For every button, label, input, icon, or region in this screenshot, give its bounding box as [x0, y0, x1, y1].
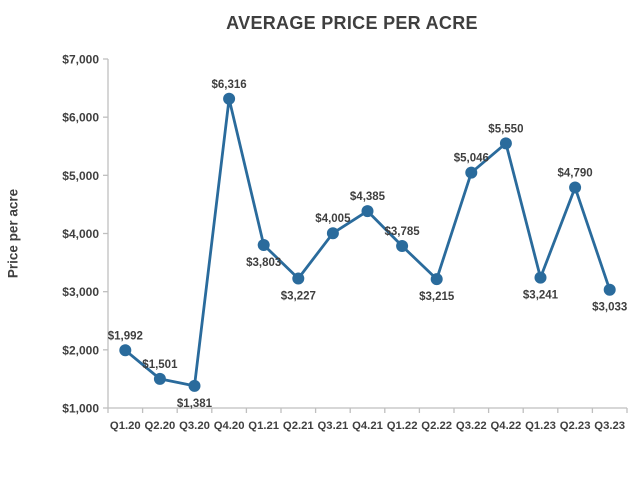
- data-point-marker: [430, 273, 443, 286]
- x-tick-label: Q2.23: [560, 420, 591, 432]
- data-point-label: $6,316: [212, 79, 247, 91]
- data-point-marker: [499, 137, 512, 150]
- data-point-label: $4,790: [558, 168, 593, 180]
- data-point-label: $3,785: [385, 226, 421, 238]
- data-point-marker: [603, 283, 616, 296]
- x-tick-label: Q4.20: [214, 420, 245, 432]
- data-point-marker: [257, 238, 270, 251]
- x-tick-label: Q2.22: [421, 420, 452, 432]
- data-point-label: $5,046: [454, 153, 489, 165]
- data-point-label: $3,241: [523, 290, 559, 302]
- x-tick-label: Q1.21: [248, 420, 279, 432]
- data-point-marker: [569, 181, 582, 194]
- y-tick-label: $2,000: [62, 343, 99, 357]
- data-point-marker: [119, 344, 132, 357]
- y-tick-label: $4,000: [62, 227, 99, 241]
- x-tick-label: Q1.23: [525, 420, 556, 432]
- data-point-label: $3,215: [419, 291, 455, 303]
- data-point-marker: [188, 379, 201, 392]
- x-tick-label: Q3.20: [179, 420, 210, 432]
- x-tick-label: Q3.21: [318, 420, 349, 432]
- y-tick-label: $3,000: [62, 285, 99, 299]
- data-point-label: $1,381: [177, 398, 213, 410]
- data-point-label: $1,992: [108, 330, 143, 342]
- chart-title: AVERAGE PRICE PER ACRE: [226, 13, 478, 33]
- y-tick-label: $5,000: [62, 169, 99, 183]
- data-point-marker: [361, 205, 374, 218]
- data-point-label: $4,005: [315, 213, 351, 225]
- data-point-marker: [153, 372, 166, 385]
- data-point-marker: [223, 92, 236, 105]
- data-line: [123, 97, 612, 388]
- data-point-label: $1,501: [142, 359, 178, 371]
- x-tick-label: Q2.21: [283, 420, 314, 432]
- data-point-label: $4,385: [350, 191, 386, 203]
- data-point-label: $3,227: [281, 290, 316, 302]
- data-point-marker: [396, 240, 409, 253]
- y-tick-label: $7,000: [62, 53, 99, 67]
- y-tick-label: $1,000: [62, 402, 99, 416]
- y-tick-label: $6,000: [62, 111, 99, 125]
- data-point-marker: [534, 271, 547, 284]
- x-tick-label: Q4.21: [352, 420, 383, 432]
- x-tick-label: Q3.23: [594, 420, 625, 432]
- data-point-label: $3,803: [246, 257, 281, 269]
- data-point-label: $3,033: [592, 302, 627, 314]
- data-point-label: $5,550: [488, 123, 523, 135]
- data-point-marker: [292, 272, 305, 285]
- x-tick-label: Q4.22: [491, 420, 522, 432]
- data-point-marker: [326, 227, 339, 240]
- x-tick-label: Q2.20: [145, 420, 176, 432]
- data-point-marker: [465, 166, 478, 179]
- x-tick-label: Q1.20: [110, 420, 141, 432]
- x-tick-label: Q3.22: [456, 420, 487, 432]
- x-tick-label: Q1.22: [387, 420, 418, 432]
